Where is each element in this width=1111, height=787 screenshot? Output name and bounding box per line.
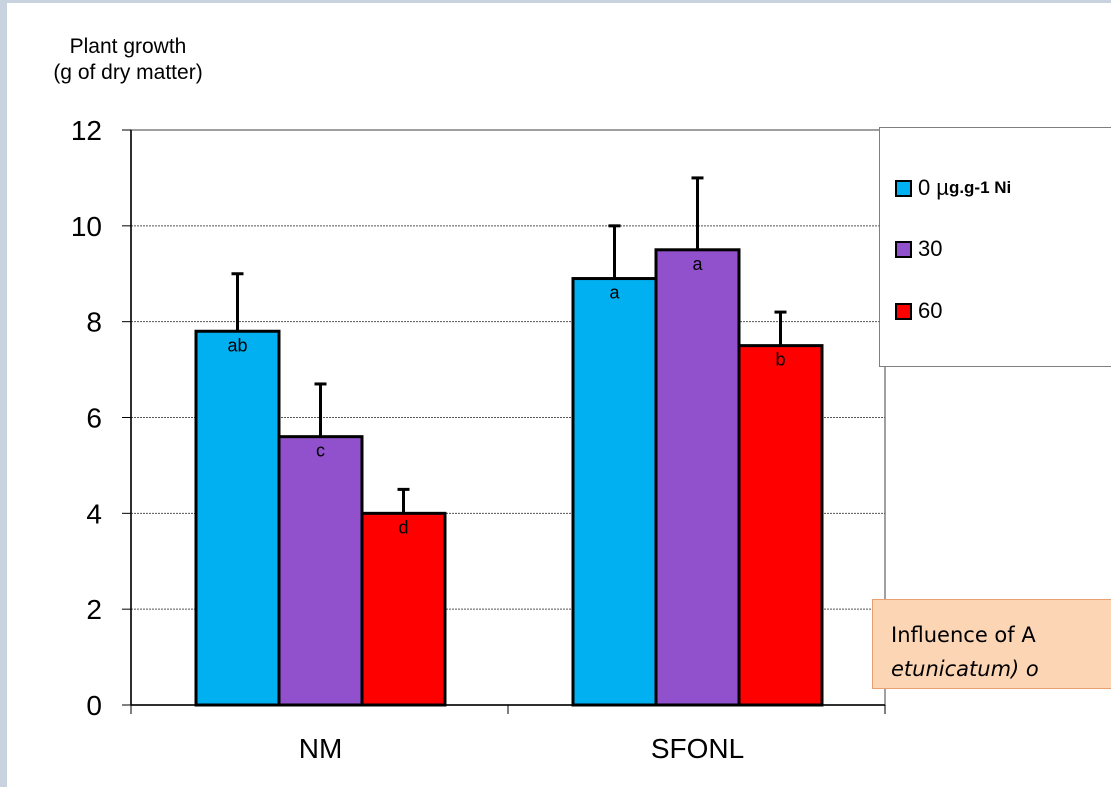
y-axis-label: Plant growth (g of dry matter) <box>8 34 248 86</box>
legend-label-0-unit: g.g-1 Ni <box>948 178 1012 197</box>
significance-label: d <box>398 517 408 537</box>
y-tick-label: 0 <box>86 690 102 721</box>
bar-nm-0 <box>194 329 281 707</box>
y-axis-label-line1: Plant growth <box>69 35 187 58</box>
y-tick-label: 12 <box>71 115 102 146</box>
significance-label: c <box>316 441 325 461</box>
significance-label: a <box>609 283 620 303</box>
legend-swatch-1 <box>895 240 912 258</box>
legend-label-1-value: 30 <box>918 236 943 261</box>
bar-nm-1 <box>277 435 364 707</box>
significance-label: b <box>775 350 785 370</box>
caption-line1: Influence of A <box>891 623 1036 647</box>
y-tick-label: 10 <box>71 211 102 242</box>
significance-label: a <box>692 254 703 274</box>
bar-sfonl-1 <box>654 248 741 707</box>
legend-item-1: 30 <box>895 236 942 262</box>
legend-item-0: 0 µ g.g-1 Ni <box>895 175 1011 201</box>
significance-label: ab <box>227 335 247 355</box>
y-tick-label: 8 <box>86 307 102 338</box>
legend-swatch-2 <box>895 302 912 320</box>
bar-sfonl-2 <box>737 344 824 707</box>
chart-legend: 0 µ g.g-1 Ni 30 60 <box>879 127 1111 367</box>
y-tick-label: 2 <box>86 594 102 625</box>
x-category-label: SFONL <box>651 733 744 764</box>
y-axis-label-line2: (g of dry matter) <box>53 61 203 84</box>
y-tick-label: 6 <box>86 403 102 434</box>
legend-label-2-value: 60 <box>918 298 943 323</box>
bar-nm-2 <box>360 511 447 707</box>
bar-sfonl-0 <box>571 277 658 707</box>
caption-box: Influence of A etunicatum) o <box>872 599 1111 689</box>
y-tick-label: 4 <box>86 498 102 529</box>
legend-label-0-mu: µ <box>936 175 949 200</box>
caption-line2-italic: etunicatum) o <box>891 657 1039 681</box>
legend-swatch-0 <box>895 179 912 197</box>
legend-label-0-value: 0 <box>918 175 931 200</box>
x-category-label: NM <box>299 733 343 764</box>
legend-item-2: 60 <box>895 298 942 324</box>
